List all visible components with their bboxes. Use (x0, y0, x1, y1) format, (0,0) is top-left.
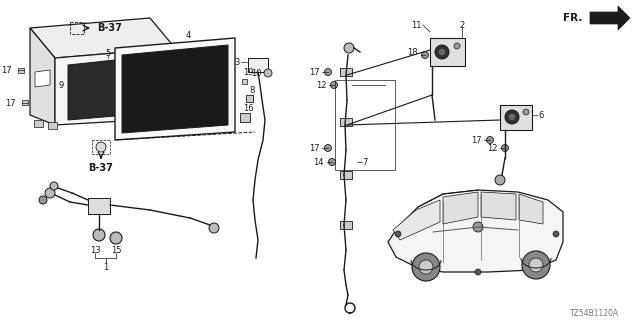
Bar (88, 198, 110, 214)
Bar (48, 122, 57, 129)
Circle shape (502, 145, 509, 151)
Text: 17: 17 (1, 66, 12, 75)
Circle shape (486, 137, 493, 143)
Circle shape (523, 109, 529, 115)
Polygon shape (388, 190, 563, 272)
Text: 17: 17 (309, 68, 320, 76)
Bar (246, 95, 253, 102)
Text: 11: 11 (412, 20, 422, 29)
Text: TZ54B1120A: TZ54B1120A (570, 308, 620, 317)
Circle shape (264, 69, 272, 77)
Bar (34, 120, 43, 127)
Text: 18: 18 (408, 47, 418, 57)
Text: 12: 12 (317, 81, 327, 90)
Circle shape (209, 223, 219, 233)
Circle shape (438, 48, 446, 56)
Circle shape (553, 231, 559, 237)
Bar (340, 68, 352, 76)
Text: 14: 14 (314, 157, 324, 166)
Circle shape (96, 142, 106, 152)
Polygon shape (430, 38, 465, 66)
Circle shape (395, 231, 401, 237)
Text: 15: 15 (111, 245, 121, 254)
Circle shape (495, 175, 505, 185)
Polygon shape (122, 45, 228, 133)
Text: FR.: FR. (563, 13, 582, 23)
Polygon shape (500, 105, 532, 130)
Circle shape (419, 260, 433, 274)
Circle shape (50, 182, 58, 190)
Circle shape (473, 222, 483, 232)
Text: 17: 17 (309, 143, 320, 153)
Text: 1: 1 (104, 263, 109, 273)
Circle shape (412, 253, 440, 281)
Circle shape (475, 269, 481, 275)
Bar (70, 22, 84, 34)
Polygon shape (30, 18, 175, 58)
Text: 8: 8 (250, 85, 255, 94)
Circle shape (45, 188, 55, 198)
Circle shape (505, 110, 519, 124)
Text: 19: 19 (243, 68, 253, 76)
Polygon shape (68, 55, 162, 120)
Polygon shape (393, 200, 440, 240)
Circle shape (344, 43, 354, 53)
Polygon shape (481, 192, 516, 220)
Text: 17: 17 (5, 99, 16, 108)
Bar (248, 58, 268, 72)
Circle shape (422, 52, 429, 59)
Text: 9: 9 (58, 81, 63, 90)
Bar (22, 100, 28, 105)
Text: 13: 13 (90, 245, 100, 254)
Bar (335, 80, 395, 170)
Polygon shape (519, 194, 543, 224)
Bar (92, 140, 110, 154)
Polygon shape (35, 70, 50, 87)
Text: 10: 10 (252, 68, 262, 77)
Bar (242, 79, 247, 84)
Circle shape (330, 82, 337, 89)
Text: B-37: B-37 (97, 23, 122, 33)
Text: 12: 12 (488, 143, 498, 153)
Bar (240, 113, 250, 122)
Text: 4: 4 (186, 30, 191, 39)
Text: 16: 16 (243, 103, 253, 113)
Circle shape (324, 145, 332, 151)
Bar (340, 221, 352, 229)
Polygon shape (443, 192, 478, 224)
Circle shape (328, 158, 335, 165)
Text: B-37: B-37 (88, 163, 113, 173)
Bar (340, 118, 352, 126)
Polygon shape (30, 28, 55, 125)
Text: 17: 17 (472, 135, 482, 145)
Circle shape (522, 251, 550, 279)
Bar (340, 171, 352, 179)
Circle shape (529, 258, 543, 272)
Text: 2: 2 (460, 20, 465, 29)
Text: 7: 7 (362, 157, 367, 166)
Circle shape (324, 68, 332, 76)
Circle shape (508, 113, 516, 121)
Text: 6: 6 (538, 110, 543, 119)
Text: 3: 3 (235, 58, 240, 67)
Circle shape (39, 196, 47, 204)
Text: 5: 5 (106, 49, 111, 58)
Polygon shape (590, 6, 630, 30)
Circle shape (454, 43, 460, 49)
Circle shape (110, 232, 122, 244)
Circle shape (435, 45, 449, 59)
Polygon shape (115, 38, 235, 140)
Bar (18, 68, 24, 73)
Polygon shape (55, 48, 175, 125)
Circle shape (93, 229, 105, 241)
